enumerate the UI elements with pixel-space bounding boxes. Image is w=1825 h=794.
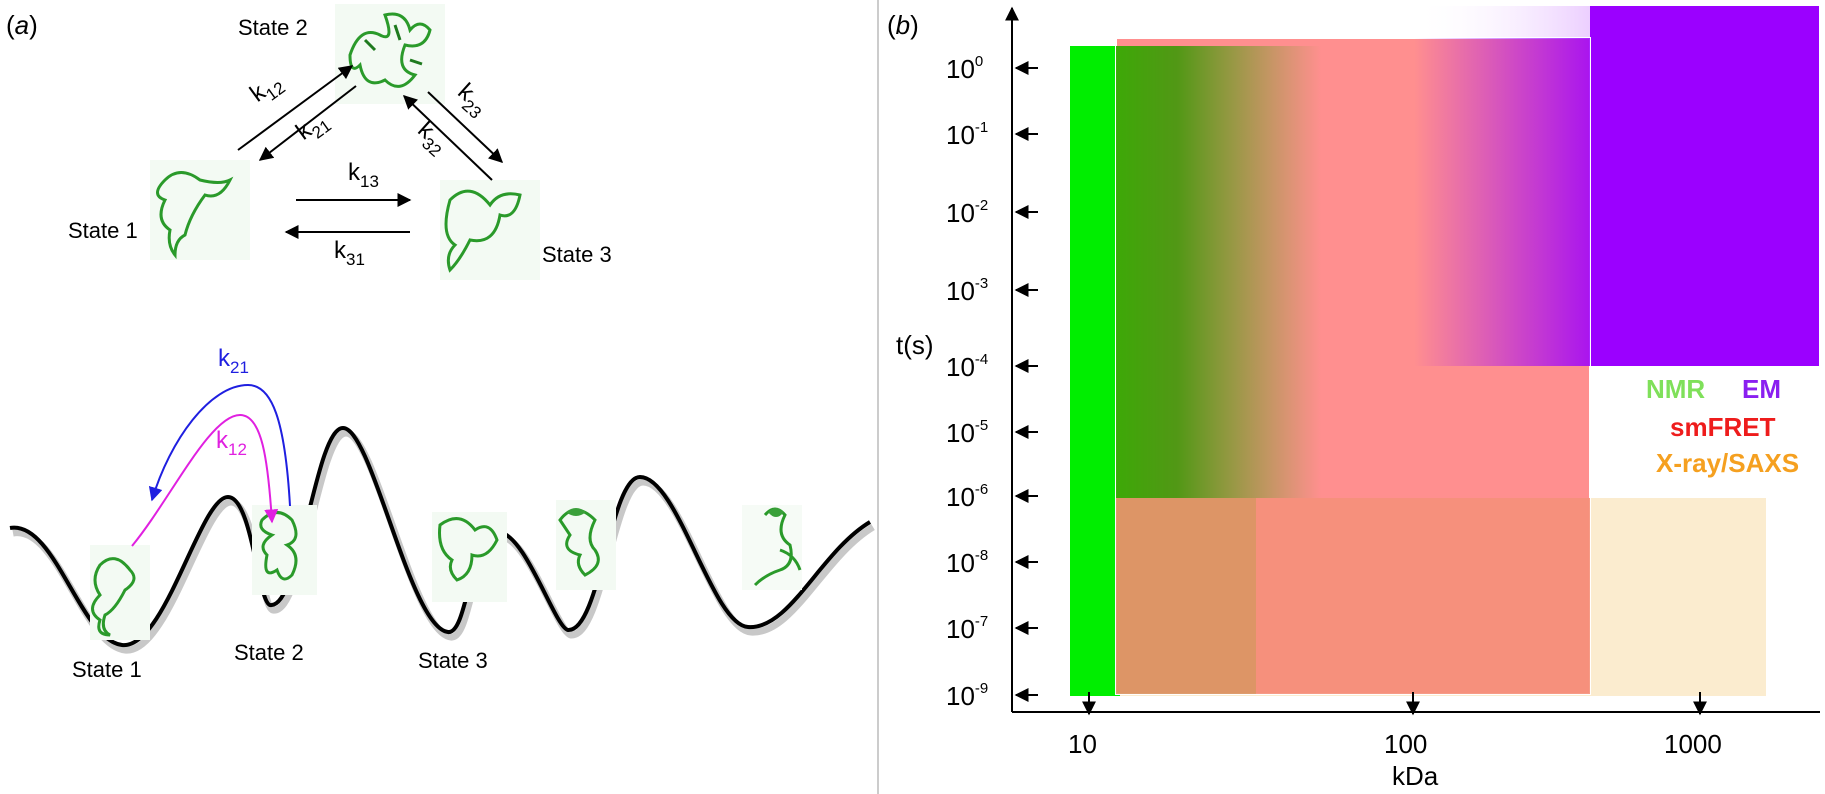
svg-text:100: 100 bbox=[946, 53, 983, 84]
legend: NMR EM smFRET X-ray/SAXS bbox=[1646, 374, 1799, 478]
network-state1-label: State 1 bbox=[68, 218, 138, 243]
y-tick-8: 10-7 bbox=[946, 613, 1038, 644]
region-nmr bbox=[1070, 46, 1120, 696]
y-axis-ticks: 100 10-1 10-2 10-3 10-4 10-5 10-6 10-8 1… bbox=[946, 53, 1038, 711]
rate-k32-label: k32 bbox=[409, 116, 453, 160]
legend-smfret: smFRET bbox=[1670, 412, 1776, 442]
svg-text:10-1: 10-1 bbox=[946, 119, 988, 150]
svg-text:10: 10 bbox=[1068, 729, 1097, 759]
svg-text:10-3: 10-3 bbox=[946, 275, 988, 306]
landscape-rate-k12-label: k12 bbox=[216, 427, 247, 459]
y-tick-2: 10-2 bbox=[946, 197, 1038, 228]
panel-a-label: (a) bbox=[6, 10, 38, 40]
y-tick-4: 10-4 bbox=[946, 351, 1038, 382]
x-axis-ticks: 10 100 1000 bbox=[1068, 692, 1722, 759]
protein-state1-top-icon bbox=[150, 160, 250, 260]
y-tick-6: 10-6 bbox=[946, 481, 1038, 512]
protein-landscape-1-icon bbox=[90, 545, 150, 640]
protein-landscape-3-icon bbox=[432, 512, 507, 602]
landscape-arrow-k21 bbox=[148, 383, 291, 507]
y-axis-label: t(s) bbox=[896, 330, 934, 360]
legend-em: EM bbox=[1742, 374, 1781, 404]
arrow-k12 bbox=[237, 65, 354, 151]
svg-text:100: 100 bbox=[1384, 729, 1427, 759]
panel-b: (b) 100 10-1 10-2 10-3 10-4 10-5 10-6 10… bbox=[887, 6, 1820, 791]
landscape-state2-label: State 2 bbox=[234, 640, 304, 665]
arrow-k21 bbox=[258, 85, 357, 161]
svg-text:10-4: 10-4 bbox=[946, 351, 988, 382]
overlap-em-smfret bbox=[1414, 38, 1590, 366]
svg-text:10-6: 10-6 bbox=[946, 481, 988, 512]
protein-landscape-4-icon bbox=[556, 500, 616, 590]
overlap-nmr-smfret bbox=[1116, 46, 1321, 498]
legend-xray-saxs: X-ray/SAXS bbox=[1656, 448, 1799, 478]
overlap-xray-smfret bbox=[1116, 498, 1590, 694]
svg-text:10-9: 10-9 bbox=[946, 680, 988, 711]
svg-text:10-5: 10-5 bbox=[946, 417, 988, 448]
rate-k12-label: k12 bbox=[245, 68, 289, 112]
panel-a: (a) State 2 State 1 State 3 k12 k21 k23 bbox=[6, 4, 875, 682]
x-tick-100: 100 bbox=[1384, 692, 1427, 759]
landscape-rate-k21-label: k21 bbox=[218, 345, 249, 377]
rate-k21-label: k21 bbox=[291, 106, 335, 150]
svg-text:10-2: 10-2 bbox=[946, 197, 988, 228]
landscape-state1-label: State 1 bbox=[72, 657, 142, 682]
arrow-k23 bbox=[427, 91, 504, 163]
protein-landscape-2-icon bbox=[252, 505, 317, 595]
y-tick-9: 10-9 bbox=[946, 680, 1038, 711]
overlap-xray-nmr bbox=[1116, 498, 1256, 694]
y-tick-3: 10-3 bbox=[946, 275, 1038, 306]
legend-nmr: NMR bbox=[1646, 374, 1705, 404]
landscape-state3-label: State 3 bbox=[418, 648, 488, 673]
network-state3-label: State 3 bbox=[542, 242, 612, 267]
rate-k23-label: k23 bbox=[449, 78, 493, 122]
y-tick-1: 10-1 bbox=[946, 119, 1038, 150]
rate-k31-label: k31 bbox=[334, 237, 365, 269]
y-tick-0: 100 bbox=[946, 53, 1038, 84]
protein-state3-top-icon bbox=[440, 180, 540, 280]
svg-text:10-7: 10-7 bbox=[946, 613, 988, 644]
region-em-solid bbox=[1590, 6, 1819, 366]
x-tick-10: 10 bbox=[1068, 692, 1097, 759]
landscape-arrow-k12 bbox=[131, 413, 279, 547]
energy-curve bbox=[9, 425, 872, 648]
network-state2-label: State 2 bbox=[238, 15, 308, 40]
protein-landscape-5-icon bbox=[742, 505, 802, 590]
energy-landscape bbox=[9, 425, 875, 654]
svg-text:10-8: 10-8 bbox=[946, 547, 988, 578]
y-tick-5: 10-5 bbox=[946, 417, 1038, 448]
x-tick-1000: 1000 bbox=[1664, 692, 1722, 759]
x-axis-label: kDa bbox=[1392, 761, 1439, 791]
svg-text:1000: 1000 bbox=[1664, 729, 1722, 759]
y-tick-7: 10-8 bbox=[946, 547, 1038, 578]
panel-b-label: (b) bbox=[887, 10, 919, 40]
rate-k13-label: k13 bbox=[348, 159, 379, 191]
arrow-k32 bbox=[402, 95, 493, 181]
